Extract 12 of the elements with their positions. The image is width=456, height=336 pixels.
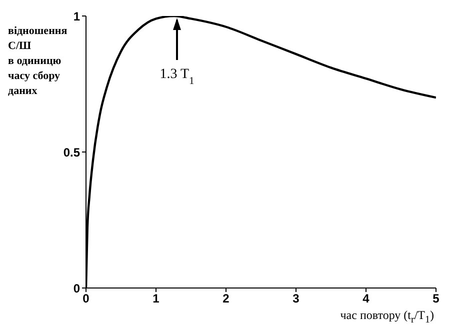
y-axis-title: відношення С/Ш в одиницю часу сбору даних — [8, 24, 68, 99]
y-tick-label: 1 — [73, 9, 80, 24]
annotation: 1.3 T$_{1}$ — [160, 67, 194, 86]
x-tick-label: 0 — [82, 292, 90, 306]
x-tick-label: 4 — [362, 292, 370, 306]
y-tick-label: 0.5 — [63, 145, 80, 160]
y-tick-label: 0 — [73, 281, 80, 296]
x-tick-label: 3 — [292, 292, 300, 306]
x-axis-title: час повтору (t$_{r}$/T$_{1}$) — [340, 308, 434, 326]
x-tick-label: 1 — [152, 292, 160, 306]
x-tick-label: 2 — [222, 292, 230, 306]
x-tick-label: 5 — [432, 292, 440, 306]
